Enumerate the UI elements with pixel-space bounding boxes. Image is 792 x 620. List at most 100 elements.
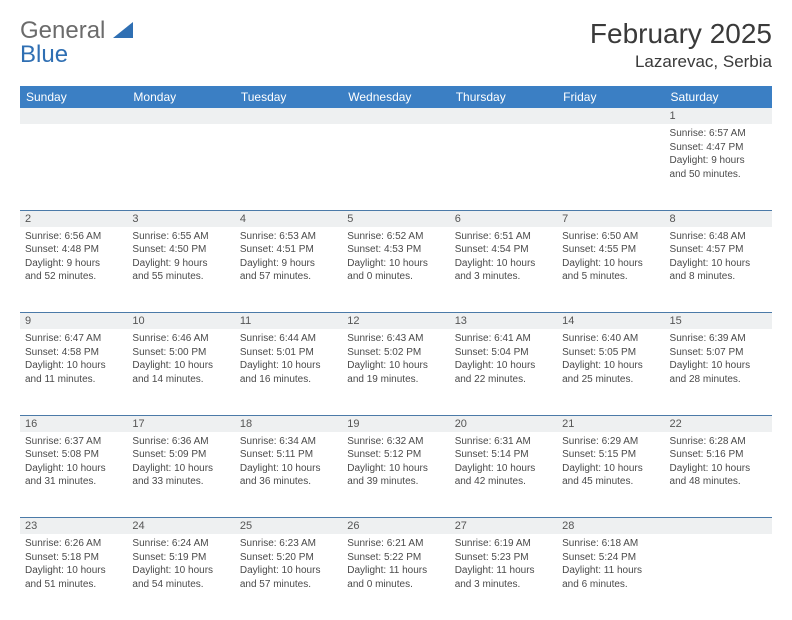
day1-text: Daylight: 9 hours: [25, 257, 122, 271]
day-number: 15: [665, 313, 772, 330]
day-number: 6: [450, 210, 557, 227]
weekday-header-row: Sunday Monday Tuesday Wednesday Thursday…: [20, 86, 772, 108]
day2-text: and 6 minutes.: [562, 578, 659, 592]
day-cell: Sunrise: 6:19 AMSunset: 5:23 PMDaylight:…: [450, 534, 557, 620]
day2-text: and 57 minutes.: [240, 270, 337, 284]
day2-text: and 28 minutes.: [670, 373, 767, 387]
day1-text: Daylight: 10 hours: [347, 257, 444, 271]
day-cell: [127, 124, 234, 210]
day-number: [665, 518, 772, 535]
day-number: 4: [235, 210, 342, 227]
day-cell: [20, 124, 127, 210]
day2-text: and 25 minutes.: [562, 373, 659, 387]
day-number: [557, 108, 664, 124]
sunset-text: Sunset: 5:08 PM: [25, 448, 122, 462]
day2-text: and 36 minutes.: [240, 475, 337, 489]
sunrise-text: Sunrise: 6:40 AM: [562, 332, 659, 346]
day-number: [235, 108, 342, 124]
day2-text: and 54 minutes.: [132, 578, 229, 592]
day2-text: and 22 minutes.: [455, 373, 552, 387]
sunset-text: Sunset: 4:47 PM: [670, 141, 767, 155]
sunrise-text: Sunrise: 6:18 AM: [562, 537, 659, 551]
day-cell: [235, 124, 342, 210]
sunset-text: Sunset: 5:24 PM: [562, 551, 659, 565]
sunrise-text: Sunrise: 6:41 AM: [455, 332, 552, 346]
sunrise-text: Sunrise: 6:36 AM: [132, 435, 229, 449]
day-number: 20: [450, 415, 557, 432]
day-number-row: 232425262728: [20, 518, 772, 535]
day-number: [127, 108, 234, 124]
sunrise-text: Sunrise: 6:44 AM: [240, 332, 337, 346]
day1-text: Daylight: 10 hours: [240, 359, 337, 373]
day-cell: Sunrise: 6:26 AMSunset: 5:18 PMDaylight:…: [20, 534, 127, 620]
day-cell: Sunrise: 6:56 AMSunset: 4:48 PMDaylight:…: [20, 227, 127, 313]
sunrise-text: Sunrise: 6:53 AM: [240, 230, 337, 244]
day-cell: Sunrise: 6:57 AMSunset: 4:47 PMDaylight:…: [665, 124, 772, 210]
day-number-row: 2345678: [20, 210, 772, 227]
day2-text: and 33 minutes.: [132, 475, 229, 489]
day2-text: and 3 minutes.: [455, 270, 552, 284]
day-cell: Sunrise: 6:36 AMSunset: 5:09 PMDaylight:…: [127, 432, 234, 518]
day-number: 5: [342, 210, 449, 227]
day-cell: Sunrise: 6:21 AMSunset: 5:22 PMDaylight:…: [342, 534, 449, 620]
sunrise-text: Sunrise: 6:34 AM: [240, 435, 337, 449]
day-cell: Sunrise: 6:48 AMSunset: 4:57 PMDaylight:…: [665, 227, 772, 313]
sunset-text: Sunset: 5:14 PM: [455, 448, 552, 462]
sunrise-text: Sunrise: 6:46 AM: [132, 332, 229, 346]
day2-text: and 42 minutes.: [455, 475, 552, 489]
day-cell: Sunrise: 6:39 AMSunset: 5:07 PMDaylight:…: [665, 329, 772, 415]
day-cell: Sunrise: 6:29 AMSunset: 5:15 PMDaylight:…: [557, 432, 664, 518]
day-cell: Sunrise: 6:41 AMSunset: 5:04 PMDaylight:…: [450, 329, 557, 415]
weekday-header: Friday: [557, 86, 664, 108]
day1-text: Daylight: 10 hours: [347, 462, 444, 476]
weekday-header: Sunday: [20, 86, 127, 108]
day2-text: and 52 minutes.: [25, 270, 122, 284]
day-number: 18: [235, 415, 342, 432]
day-cell: Sunrise: 6:43 AMSunset: 5:02 PMDaylight:…: [342, 329, 449, 415]
sunrise-text: Sunrise: 6:31 AM: [455, 435, 552, 449]
sunrise-text: Sunrise: 6:37 AM: [25, 435, 122, 449]
sunset-text: Sunset: 5:05 PM: [562, 346, 659, 360]
day-content-row: Sunrise: 6:57 AMSunset: 4:47 PMDaylight:…: [20, 124, 772, 210]
brand-logo: General Blue: [20, 18, 133, 67]
day-number: 10: [127, 313, 234, 330]
day-number: 28: [557, 518, 664, 535]
sunset-text: Sunset: 5:18 PM: [25, 551, 122, 565]
day-cell: Sunrise: 6:52 AMSunset: 4:53 PMDaylight:…: [342, 227, 449, 313]
day-content-row: Sunrise: 6:47 AMSunset: 4:58 PMDaylight:…: [20, 329, 772, 415]
day-number-row: 9101112131415: [20, 313, 772, 330]
day-cell: Sunrise: 6:50 AMSunset: 4:55 PMDaylight:…: [557, 227, 664, 313]
weekday-header: Tuesday: [235, 86, 342, 108]
day1-text: Daylight: 10 hours: [25, 359, 122, 373]
sunrise-text: Sunrise: 6:57 AM: [670, 127, 767, 141]
day2-text: and 8 minutes.: [670, 270, 767, 284]
weekday-header: Monday: [127, 86, 234, 108]
day-cell: Sunrise: 6:55 AMSunset: 4:50 PMDaylight:…: [127, 227, 234, 313]
sunrise-text: Sunrise: 6:43 AM: [347, 332, 444, 346]
sunrise-text: Sunrise: 6:19 AM: [455, 537, 552, 551]
day1-text: Daylight: 9 hours: [670, 154, 767, 168]
day2-text: and 16 minutes.: [240, 373, 337, 387]
day-number: [342, 108, 449, 124]
sunset-text: Sunset: 4:53 PM: [347, 243, 444, 257]
day1-text: Daylight: 10 hours: [562, 257, 659, 271]
sunrise-text: Sunrise: 6:47 AM: [25, 332, 122, 346]
day1-text: Daylight: 10 hours: [132, 564, 229, 578]
sunset-text: Sunset: 4:51 PM: [240, 243, 337, 257]
sunset-text: Sunset: 4:48 PM: [25, 243, 122, 257]
day-number-row: 16171819202122: [20, 415, 772, 432]
sunset-text: Sunset: 4:58 PM: [25, 346, 122, 360]
weekday-header: Thursday: [450, 86, 557, 108]
day1-text: Daylight: 10 hours: [670, 257, 767, 271]
sunrise-text: Sunrise: 6:55 AM: [132, 230, 229, 244]
sunrise-text: Sunrise: 6:28 AM: [670, 435, 767, 449]
day-number: 26: [342, 518, 449, 535]
day2-text: and 55 minutes.: [132, 270, 229, 284]
sunrise-text: Sunrise: 6:52 AM: [347, 230, 444, 244]
day-cell: Sunrise: 6:23 AMSunset: 5:20 PMDaylight:…: [235, 534, 342, 620]
day2-text: and 48 minutes.: [670, 475, 767, 489]
day-content-row: Sunrise: 6:37 AMSunset: 5:08 PM Daylight:…: [20, 432, 772, 518]
sunset-text: Sunset: 5:00 PM: [132, 346, 229, 360]
day-cell: Sunrise: 6:46 AMSunset: 5:00 PMDaylight:…: [127, 329, 234, 415]
day-cell: [665, 534, 772, 620]
